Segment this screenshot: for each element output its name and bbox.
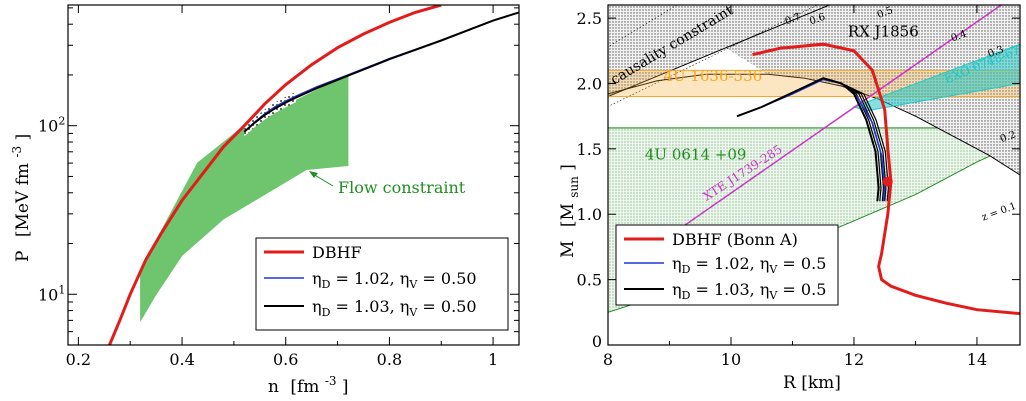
right-ylabel-unit: [M	[558, 203, 578, 227]
left-xlabel-main: n	[268, 377, 279, 397]
rxj1856-arc	[608, 73, 1020, 176]
right-xtick-label-1: 10	[721, 350, 741, 369]
band-label-4u0614: 4U 0614 +09	[645, 145, 747, 163]
z-label-2: 0.5	[876, 5, 895, 21]
z-label-6: z = 0.1	[980, 201, 1018, 224]
right-ylabel: M [M sun ]	[558, 164, 583, 258]
legend-label-eta102-v: 0.50	[441, 269, 477, 288]
right-xtick-label-3: 14	[967, 350, 987, 369]
left-ylabel-exp: -3	[10, 146, 24, 158]
right-ytick-label-1: 1.0	[577, 205, 602, 224]
left-xlabel: n [fm -3 ]	[268, 370, 349, 397]
right-ylabel-close: ]	[558, 164, 578, 171]
right-ytick-label-2: 1.5	[577, 140, 602, 159]
right-ytick-label-3: 2.0	[577, 74, 602, 93]
legend-label-eta102: ηD = 1.02, ηV = 0.50	[312, 269, 477, 291]
right-ytick-label-0: 0.5	[577, 271, 602, 290]
right-ytick-label-4: 2.5	[577, 9, 602, 28]
xte-line	[681, 5, 1003, 228]
left-ylabel-main: P	[13, 251, 33, 262]
left-xtick-label-4: 1	[488, 350, 498, 369]
legend-label-r-eta103: ηD = 1.03, ηV = 0.5	[672, 280, 826, 302]
rxj1856-label: RX J1856	[848, 22, 919, 40]
legend-label-dbhf-bonn: DBHF (Bonn A)	[672, 230, 798, 249]
legend-label-r-eta102-d: 1.02	[714, 254, 750, 273]
left-xlabel-exp: -3	[325, 374, 337, 388]
right-series-line-0	[752, 42, 1020, 316]
left-xtick-label-2: 0.6	[273, 350, 298, 369]
right-legend-box	[615, 224, 839, 306]
right-xtick-label-2: 12	[844, 350, 864, 369]
right-xtick-label-0: 8	[603, 350, 613, 369]
flow-constraint-arrow	[312, 173, 334, 187]
left-ytick-label-0: 101	[38, 283, 65, 304]
left-xlabel-close: ]	[342, 377, 349, 397]
right-ytick-origin-label: 0	[592, 332, 602, 351]
legend-label-eta103-v: 0.50	[441, 297, 477, 316]
z-label-1: 0.6	[808, 12, 827, 28]
left-axis-ticks: 0.2 0.4 0.6 0.8 1 101 102	[38, 5, 519, 369]
left-series-line-0	[108, 5, 442, 345]
right-ylabel-main: M	[558, 241, 578, 258]
left-ylabel: P [MeV fm -3 ]	[6, 134, 33, 262]
legend-label-eta102-d: 1.02	[354, 269, 390, 288]
left-xtick-label-3: 0.8	[377, 350, 402, 369]
left-xlabel-unit: [fm	[290, 377, 319, 397]
flow-constraint-arrowhead	[309, 171, 318, 178]
left-plot-frame	[67, 4, 520, 346]
flow-constraint-label: Flow constraint	[338, 178, 466, 197]
right-xlabel: R [km]	[783, 373, 841, 393]
legend-label-r-eta102: ηD = 1.02, ηV = 0.5	[672, 254, 826, 276]
left-chart: 0.2 0.4 0.6 0.8 1 101 102 Flow constraint n [f…	[6, 4, 520, 397]
z-label-4: 0.3	[987, 44, 1006, 60]
left-series-line-2	[243, 11, 519, 133]
left-ytick-label-1: 102	[38, 115, 65, 136]
right-axis-ticks: 8 10 12 14 0.5 1.0 1.5 2.0 2.5 0	[577, 5, 1020, 369]
legend-label-dbhf: DBHF	[312, 243, 362, 262]
legend-label-r-eta102-v: 0.5	[801, 254, 826, 273]
left-ylabel-unit: [MeV fm	[13, 163, 33, 237]
legend-label-eta103: ηD = 1.03, ηV = 0.50	[312, 297, 477, 319]
z-label-3: 0.4	[950, 29, 969, 45]
legend-label-eta103-d: 1.03	[354, 297, 390, 316]
band-label-4u1636: 4U 1636-536	[663, 67, 762, 85]
z-label-0: 0.7	[784, 12, 803, 28]
left-xtick-label-1: 0.4	[169, 350, 194, 369]
left-legend: DBHF ηD = 1.02, ηV = 0.50 ηD = 1.03, ηV …	[255, 237, 509, 331]
rxj1856-region	[657, 5, 1020, 175]
legend-label-r-eta103-v: 0.5	[801, 280, 826, 299]
flow-constraint-region	[140, 74, 349, 323]
causality-line	[608, 5, 830, 98]
right-series-line-2	[736, 77, 880, 202]
right-plot-frame	[607, 4, 1021, 346]
left-xtick-label-0: 0.2	[66, 350, 91, 369]
dbhf-marker	[882, 176, 893, 187]
legend-label-r-eta103-d: 1.03	[714, 280, 750, 299]
right-ylabel-sub: sun	[567, 176, 581, 198]
left-plot-area	[108, 5, 519, 345]
left-ylabel-close: ]	[13, 134, 33, 141]
z-label-5: 0.2	[999, 129, 1018, 145]
right-legend: DBHF (Bonn A) ηD = 1.02, ηV = 0.5 ηD = 1…	[615, 224, 839, 306]
